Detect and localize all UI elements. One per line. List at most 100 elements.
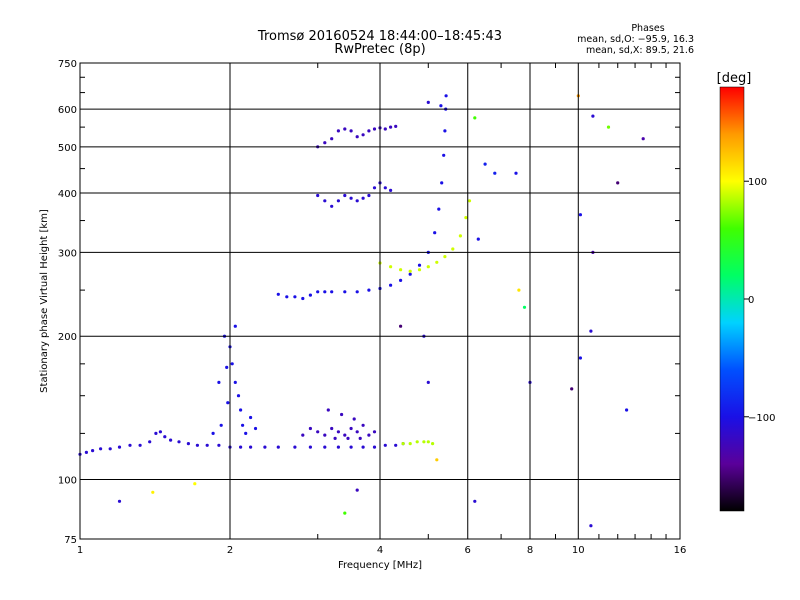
data-point (443, 129, 447, 133)
x-tick-label: 6 (465, 545, 471, 556)
data-point (435, 260, 439, 264)
data-point (435, 458, 439, 462)
data-point (330, 426, 334, 431)
data-point (591, 114, 595, 118)
data-point (358, 436, 362, 440)
data-point (443, 255, 447, 259)
data-point (343, 127, 347, 131)
x-tick-label: 4 (377, 545, 383, 556)
grid-layer (80, 63, 680, 539)
data-point (308, 293, 312, 297)
colorbar-tick-label: −100 (748, 413, 775, 424)
data-point (426, 380, 430, 384)
data-point (177, 440, 181, 444)
data-point (285, 295, 289, 299)
data-point (606, 125, 611, 129)
data-point (336, 445, 340, 449)
data-point (355, 135, 359, 139)
data-point (99, 447, 103, 451)
data-point (340, 412, 344, 417)
data-point (217, 380, 221, 384)
data-point (323, 141, 327, 145)
data-point (493, 171, 497, 175)
data-point (458, 234, 462, 238)
data-point (236, 394, 241, 398)
data-point (415, 440, 419, 444)
data-point (352, 417, 356, 421)
data-point (293, 445, 297, 449)
data-point (193, 482, 197, 486)
x-tick-label: 8 (527, 545, 533, 556)
y-tick-label: 400 (58, 189, 77, 200)
data-point (355, 430, 359, 434)
data-point (330, 137, 334, 141)
data-point (343, 290, 347, 294)
data-point (417, 268, 422, 272)
data-point (367, 433, 371, 437)
data-point (330, 204, 334, 208)
data-point (84, 450, 88, 454)
y-axis-label: Stationary phase Virtual Height [km] (39, 209, 50, 393)
chart-title-line1: Tromsø 20160524 18:44:00–18:45:43 (257, 29, 502, 44)
data-point (426, 100, 430, 104)
data-point (249, 415, 253, 420)
data-point (625, 408, 629, 412)
data-points-layer (78, 94, 645, 528)
data-point (361, 133, 365, 137)
data-point (467, 199, 472, 203)
x-axis-ticks: 1 2 4 6 8 10 16 (77, 63, 686, 556)
data-point (349, 426, 353, 431)
data-point (226, 401, 230, 405)
y-tick-label: 75 (64, 535, 77, 546)
data-point (589, 524, 593, 528)
data-point (383, 443, 387, 447)
data-point (372, 186, 377, 190)
data-point (333, 436, 337, 440)
colorbar-unit-label: [deg] (717, 71, 752, 86)
data-point (383, 127, 387, 131)
data-point (253, 426, 258, 431)
data-point (426, 440, 430, 444)
data-point (589, 329, 593, 333)
data-point (399, 268, 403, 272)
data-point (239, 445, 243, 449)
data-point (367, 193, 371, 198)
y-tick-label: 300 (58, 248, 77, 259)
data-point (408, 442, 412, 446)
data-point (326, 408, 330, 412)
stats-line-x: mean, sd,X: 89.5, 21.6 (586, 45, 694, 56)
data-point (91, 449, 95, 453)
data-point (389, 265, 393, 269)
data-point (349, 196, 353, 200)
data-point (117, 499, 122, 503)
y-tick-label: 200 (58, 332, 77, 343)
data-point (249, 445, 253, 449)
data-point (346, 436, 350, 440)
data-point (316, 430, 320, 434)
data-point (616, 181, 620, 185)
data-point (323, 433, 327, 437)
data-point (151, 490, 155, 494)
data-point (389, 283, 393, 287)
data-point (476, 237, 480, 241)
data-point (211, 431, 215, 435)
data-point (578, 356, 583, 360)
data-point (316, 290, 320, 294)
data-point (233, 324, 237, 328)
data-point (367, 288, 371, 292)
colorbar-tick-label: 0 (748, 295, 754, 306)
chart-title-line2: RwPretec (8p) (334, 42, 425, 57)
data-point (355, 290, 359, 294)
data-point (276, 292, 280, 296)
data-point (117, 445, 122, 449)
data-point (483, 162, 487, 166)
data-point (323, 290, 327, 294)
data-point (301, 296, 305, 301)
data-point (244, 431, 248, 435)
y-tick-label: 600 (58, 105, 77, 116)
data-point (437, 207, 441, 211)
data-point (372, 430, 377, 434)
data-point (367, 129, 371, 133)
data-point (343, 433, 347, 437)
data-point (514, 171, 518, 175)
